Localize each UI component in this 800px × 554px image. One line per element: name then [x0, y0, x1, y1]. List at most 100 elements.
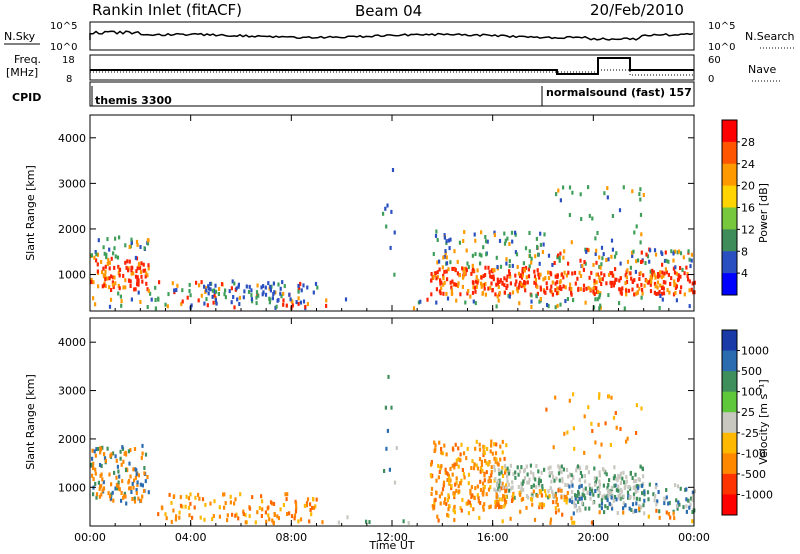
echo-cell [131, 497, 134, 501]
echo-cell [181, 288, 184, 293]
echo-cell [620, 290, 623, 295]
echo-cell [146, 305, 149, 309]
echo-cell [560, 464, 563, 469]
echo-cell [548, 494, 551, 499]
echo-cell [209, 501, 212, 506]
echo-cell [587, 405, 590, 410]
echo-cell [430, 278, 433, 283]
echo-cell [455, 458, 458, 463]
colorbar-tick-label: 8 [741, 245, 748, 258]
echo-cell [520, 497, 523, 502]
echo-cell [571, 520, 574, 525]
echo-cell [618, 301, 621, 306]
echo-cell [559, 251, 562, 256]
echo-cell [556, 273, 559, 278]
echo-cell [659, 270, 662, 275]
echo-cell [446, 277, 449, 282]
echo-cell [610, 395, 613, 400]
echo-cell [583, 493, 586, 498]
echo-cell [661, 270, 664, 275]
echo-cell [536, 244, 539, 249]
echo-cell [638, 286, 641, 291]
echo-cell [514, 273, 517, 278]
echo-cell [485, 461, 488, 466]
echo-cell [672, 266, 675, 271]
echo-cell [128, 259, 131, 264]
echo-cell [511, 239, 514, 244]
echo-cell [482, 489, 485, 494]
echo-cell [308, 519, 311, 524]
echo-cell [659, 283, 662, 288]
echo-cell [549, 517, 553, 522]
echo-cell [642, 474, 645, 479]
echo-cell [547, 304, 550, 309]
echo-cell [503, 504, 506, 509]
echo-cell [261, 292, 264, 297]
echo-cell [675, 498, 678, 503]
echo-cell [578, 485, 581, 490]
echo-cell [127, 449, 130, 454]
echo-cell [561, 477, 564, 481]
echo-cell [111, 282, 115, 287]
echo-cell [628, 485, 631, 489]
echo-cell [567, 270, 570, 275]
echo-cell [299, 281, 302, 286]
echo-cell [309, 508, 312, 512]
echo-cell [560, 495, 563, 500]
echo-cell [572, 426, 575, 431]
echo-cell [605, 281, 608, 286]
echo-cell [448, 504, 451, 509]
echo-cell [533, 274, 537, 279]
echo-cell [524, 288, 527, 293]
echo-cell [607, 394, 611, 399]
echo-cell [521, 481, 524, 486]
echo-cell [631, 287, 634, 292]
echo-cell [474, 252, 477, 257]
echo-cell [140, 274, 143, 279]
echo-cell [480, 281, 483, 286]
echo-cell [256, 510, 259, 515]
echo-cell [251, 299, 254, 304]
echo-cell [638, 277, 641, 281]
echo-cell [607, 272, 611, 277]
echo-cell [442, 282, 445, 287]
echo-cell [570, 473, 573, 478]
echo-cell [214, 297, 217, 302]
echo-cell [124, 278, 127, 283]
echo-cell [677, 249, 681, 254]
echo-cell [639, 464, 642, 469]
echo-cell [629, 265, 632, 270]
echo-cell [467, 265, 470, 270]
echo-cell [186, 295, 189, 300]
echo-cell [473, 462, 476, 467]
echo-cell [106, 237, 109, 242]
echo-cell [616, 511, 619, 515]
echo-cell [658, 289, 661, 294]
echo-cell [385, 446, 388, 451]
echo-cell [470, 485, 473, 490]
echo-cell [691, 498, 694, 503]
echo-cell [104, 284, 107, 288]
echo-cell [312, 290, 315, 295]
echo-cell [104, 269, 107, 274]
echo-cell [104, 458, 107, 463]
echo-cell [562, 185, 565, 190]
echo-cell [305, 503, 308, 508]
echo-cell [514, 232, 517, 237]
echo-cell [611, 273, 614, 278]
nsky-label: N.Sky [4, 30, 36, 43]
echo-cell [536, 493, 539, 498]
echo-cell [568, 498, 571, 503]
echo-cell [445, 261, 449, 266]
echo-cell [625, 275, 628, 280]
echo-cell [634, 478, 638, 483]
echo-cell [117, 271, 120, 275]
echo-cell [135, 488, 138, 492]
echo-cell [454, 442, 457, 447]
echo-cell [624, 273, 627, 278]
echo-cell [447, 238, 451, 243]
echo-cell [606, 505, 609, 510]
echo-cell [125, 501, 128, 506]
echo-cell [499, 481, 503, 486]
echo-cell [555, 500, 558, 505]
